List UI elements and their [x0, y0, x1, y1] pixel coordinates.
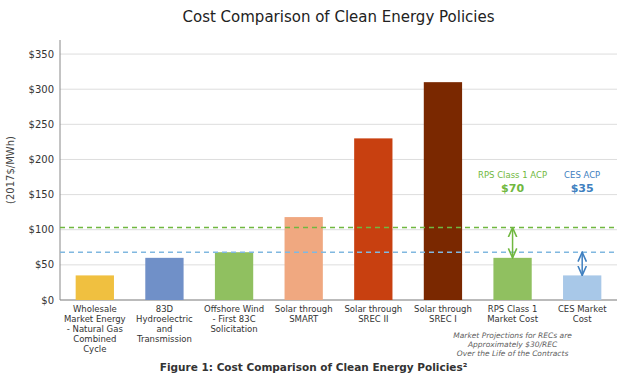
y-tick-label: $50 — [35, 259, 54, 270]
bar — [285, 217, 323, 300]
x-tick-label: Solar throughSREC II — [344, 304, 402, 324]
arrows — [513, 228, 583, 276]
bars — [76, 82, 602, 300]
x-tick-label: Offshore Wind- First 83CSolicitation — [204, 304, 264, 334]
grid-line — [60, 54, 617, 55]
text-line: Market Cost — [487, 314, 538, 324]
text-line: and — [156, 324, 172, 334]
text-line: 83D — [156, 304, 174, 314]
text-line: Transmission — [136, 334, 192, 344]
reference-value-label: $70 — [501, 182, 524, 195]
y-axis-line — [60, 40, 61, 300]
text-line: Solar through — [275, 304, 333, 314]
title: Cost Comparison of Clean Energy Policies — [182, 8, 494, 26]
y-tick-label: $200 — [29, 154, 54, 165]
text-line: Solicitation — [210, 324, 257, 334]
text-line: Combined — [73, 334, 116, 344]
text-line: Over the Life of the Contracts — [457, 349, 569, 358]
text-line: Cycle — [83, 344, 106, 354]
annotation: Market Projections for RECs areApproxima… — [453, 331, 572, 358]
x-tick-label: Solar throughSMART — [275, 304, 333, 324]
grid-line — [60, 89, 617, 90]
bar — [76, 275, 114, 300]
x-tick-label: RPS Class 1Market Cost — [487, 304, 538, 324]
x-axis-line — [60, 300, 617, 301]
y-tick-label: $150 — [29, 189, 54, 200]
text-line: - First 83C — [213, 314, 256, 324]
y-tick-label: $0 — [41, 295, 54, 306]
text-line: Approximately $30/REC — [467, 340, 558, 349]
caption: Figure 1: Cost Comparison of Clean Energ… — [160, 361, 468, 373]
y-tick-label: $350 — [29, 49, 54, 60]
text-line: Wholesale — [73, 304, 117, 314]
reference-line — [60, 227, 617, 229]
bar — [424, 82, 462, 300]
y-axis-label: (2017$/MWh) — [5, 136, 16, 204]
gap-arrow — [581, 252, 583, 275]
text-line: SREC II — [358, 314, 388, 324]
text-line: - Natural Gas — [67, 324, 124, 334]
grid-line — [60, 229, 617, 230]
grid-line — [60, 159, 617, 160]
gap-arrow — [512, 228, 514, 258]
bar — [145, 258, 183, 300]
text-line: SMART — [289, 314, 319, 324]
text-line: CES Market — [558, 304, 607, 314]
x-tick-label: CES MarketCost — [558, 304, 607, 324]
chart: Cost Comparison of Clean Energy Policies… — [0, 0, 627, 376]
reference-lines — [60, 228, 617, 253]
x-tick-label: WholesaleMarket Energy- Natural GasCombi… — [64, 304, 126, 354]
grid-line — [60, 124, 617, 125]
bar — [563, 275, 601, 300]
text-line: RPS Class 1 — [488, 304, 538, 314]
text-line: Hydroelectric — [136, 314, 193, 324]
bar — [354, 138, 392, 300]
text-line: Offshore Wind — [204, 304, 264, 314]
text-line: Cost — [573, 314, 593, 324]
grid-line — [60, 264, 617, 265]
x-tick-label: Solar throughSREC I — [414, 304, 472, 324]
reference-label: RPS Class 1 ACP — [478, 170, 547, 180]
text-line: SREC I — [429, 314, 457, 324]
text-line: Solar through — [344, 304, 402, 314]
text-line: Solar through — [414, 304, 472, 314]
grid — [60, 54, 617, 300]
bar — [493, 258, 531, 300]
bar — [215, 252, 253, 300]
reference-label: CES ACP — [564, 170, 600, 180]
reference-value-label: $35 — [571, 182, 594, 195]
text-line: Market Energy — [64, 314, 126, 324]
grid-line — [60, 300, 617, 301]
y-tick-label: $100 — [29, 224, 54, 235]
y-tick-label: $300 — [29, 84, 54, 95]
text-line: Market Projections for RECs are — [453, 331, 572, 340]
grid-line — [60, 194, 617, 195]
reference-line — [60, 251, 617, 253]
x-tick-label: 83DHydroelectricandTransmission — [136, 304, 193, 344]
y-tick-label: $250 — [29, 119, 54, 130]
